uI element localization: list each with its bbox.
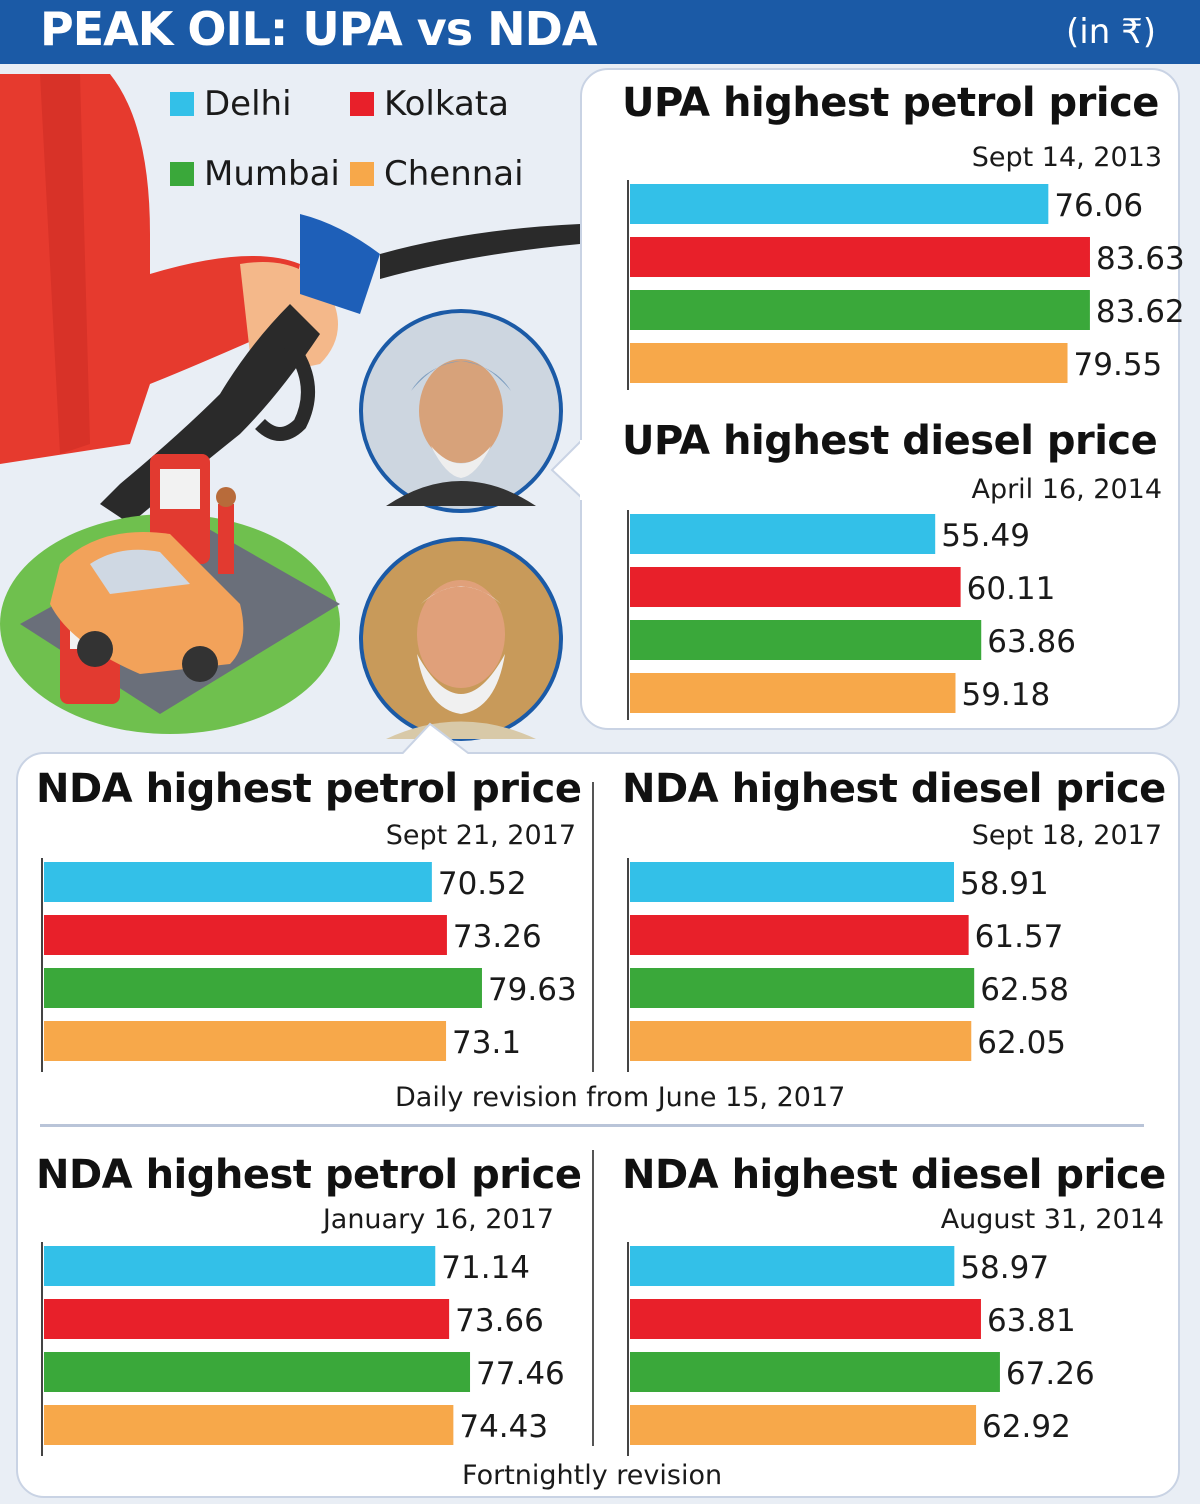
chart-nda-diesel-2017: NDA highest diesel price Sept 18, 2017 5… bbox=[622, 766, 1166, 1076]
data-label: 60.11 bbox=[967, 571, 1056, 607]
upa-card bbox=[580, 68, 1180, 730]
bar-chennai bbox=[630, 673, 956, 713]
bar-plot: 58.97 63.81 67.26 62.92 bbox=[627, 1242, 1095, 1456]
chart-nda-diesel-2014: NDA highest diesel price August 31, 2014… bbox=[622, 1152, 1166, 1462]
bar-plot: 70.52 73.26 79.63 73.1 bbox=[41, 858, 577, 1072]
chart-title: UPA highest petrol price bbox=[622, 80, 1159, 126]
data-label: 83.62 bbox=[1096, 294, 1185, 330]
bar-delhi bbox=[44, 862, 432, 902]
legend-swatch bbox=[350, 92, 374, 116]
bar-mumbai bbox=[44, 1352, 471, 1392]
legend-label: Delhi bbox=[204, 84, 292, 124]
unit-label: (in ₹) bbox=[1066, 12, 1156, 52]
data-label: 76.06 bbox=[1054, 188, 1143, 224]
data-label: 61.57 bbox=[975, 919, 1064, 955]
bar-kolkata bbox=[630, 915, 969, 955]
bar-kolkata bbox=[630, 1299, 981, 1339]
data-label: 63.86 bbox=[987, 624, 1076, 660]
chart-upa-diesel: UPA highest diesel price April 16, 2014 … bbox=[622, 418, 1162, 720]
chart-nda-petrol-2017-jan: NDA highest petrol price January 16, 201… bbox=[36, 1152, 582, 1462]
fortnightly-revision-note: Fortnightly revision bbox=[462, 1460, 723, 1491]
data-label: 77.46 bbox=[476, 1356, 565, 1392]
legend: Delhi Kolkata Mumbai Chennai bbox=[170, 84, 530, 204]
bar-plot: 71.14 73.66 77.46 74.43 bbox=[41, 1242, 565, 1456]
bar-chennai bbox=[630, 1021, 972, 1061]
portrait-circle-nda bbox=[359, 537, 563, 741]
chart-date: April 16, 2014 bbox=[971, 474, 1162, 505]
chart-date: Sept 21, 2017 bbox=[385, 820, 576, 851]
bar-delhi bbox=[630, 514, 936, 554]
chart-title: NDA highest petrol price bbox=[36, 766, 582, 812]
bar-mumbai bbox=[630, 968, 975, 1008]
chart-title: NDA highest diesel price bbox=[622, 1152, 1166, 1198]
bar-mumbai bbox=[630, 290, 1090, 330]
data-label: 79.55 bbox=[1074, 347, 1163, 383]
bar-mumbai bbox=[630, 1352, 1000, 1392]
legend-item-chennai: Chennai bbox=[350, 154, 524, 194]
data-label: 63.81 bbox=[987, 1303, 1076, 1339]
bar-delhi bbox=[44, 1246, 436, 1286]
bar-kolkata bbox=[630, 237, 1090, 277]
legend-item-mumbai: Mumbai bbox=[170, 154, 340, 194]
bar-chennai bbox=[630, 1405, 977, 1445]
page-title: PEAK OIL: UPA vs NDA bbox=[40, 2, 597, 56]
header-bar: PEAK OIL: UPA vs NDA (in ₹) bbox=[0, 0, 1200, 64]
legend-label: Mumbai bbox=[204, 154, 340, 194]
data-label: 73.26 bbox=[453, 919, 542, 955]
legend-label: Kolkata bbox=[384, 84, 509, 124]
column-divider bbox=[592, 782, 594, 1072]
chart-upa-petrol: UPA highest petrol price Sept 14, 2013 7… bbox=[622, 80, 1185, 390]
data-label: 79.63 bbox=[488, 972, 577, 1008]
data-label: 73.66 bbox=[455, 1303, 544, 1339]
fuel-pump-illustration bbox=[0, 74, 580, 734]
section-divider bbox=[40, 1124, 1144, 1127]
legend-swatch bbox=[350, 162, 374, 186]
bar-plot: 58.91 61.57 62.58 62.05 bbox=[627, 858, 1069, 1072]
legend-swatch bbox=[170, 92, 194, 116]
data-label: 58.91 bbox=[960, 866, 1049, 902]
upa-card-pointer bbox=[550, 440, 590, 500]
chart-title: UPA highest diesel price bbox=[622, 418, 1158, 464]
data-label: 70.52 bbox=[438, 866, 527, 902]
bar-chennai bbox=[44, 1405, 454, 1445]
legend-item-delhi: Delhi bbox=[170, 84, 292, 124]
chart-date: January 16, 2017 bbox=[322, 1204, 554, 1235]
chart-title: NDA highest diesel price bbox=[622, 766, 1166, 812]
data-label: 74.43 bbox=[459, 1409, 548, 1445]
data-label: 62.05 bbox=[977, 1025, 1066, 1061]
chart-date: Sept 18, 2017 bbox=[971, 820, 1162, 851]
legend-item-kolkata: Kolkata bbox=[350, 84, 509, 124]
data-label: 55.49 bbox=[941, 518, 1030, 554]
bar-chennai bbox=[630, 343, 1068, 383]
bar-kolkata bbox=[44, 1299, 450, 1339]
bar-plot: 55.49 60.11 63.86 59.18 bbox=[627, 510, 1076, 720]
nda-card-pointer bbox=[400, 722, 480, 758]
bar-mumbai bbox=[44, 968, 482, 1008]
chart-title: NDA highest petrol price bbox=[36, 1152, 582, 1198]
bar-delhi bbox=[630, 862, 955, 902]
data-label: 62.58 bbox=[980, 972, 1069, 1008]
bar-chennai bbox=[44, 1021, 447, 1061]
bar-plot: 76.06 83.63 83.62 79.55 bbox=[627, 180, 1185, 390]
data-label: 67.26 bbox=[1006, 1356, 1095, 1392]
data-label: 71.14 bbox=[441, 1250, 530, 1286]
data-label: 58.97 bbox=[960, 1250, 1049, 1286]
bar-mumbai bbox=[630, 620, 982, 660]
data-label: 83.63 bbox=[1096, 241, 1185, 277]
data-label: 62.92 bbox=[982, 1409, 1071, 1445]
legend-label: Chennai bbox=[384, 154, 524, 194]
bar-delhi bbox=[630, 184, 1049, 224]
chart-date: August 31, 2014 bbox=[940, 1204, 1164, 1235]
daily-revision-note: Daily revision from June 15, 2017 bbox=[395, 1082, 846, 1113]
data-label: 59.18 bbox=[961, 677, 1050, 713]
bar-kolkata bbox=[44, 915, 447, 955]
chart-nda-petrol-2017: NDA highest petrol price Sept 21, 2017 7… bbox=[36, 766, 582, 1076]
data-label: 73.1 bbox=[452, 1025, 521, 1061]
column-divider bbox=[592, 1150, 594, 1446]
portrait-circle-upa bbox=[359, 309, 563, 513]
bar-kolkata bbox=[630, 567, 961, 607]
legend-swatch bbox=[170, 162, 194, 186]
bar-delhi bbox=[630, 1246, 955, 1286]
chart-date: Sept 14, 2013 bbox=[971, 142, 1162, 173]
